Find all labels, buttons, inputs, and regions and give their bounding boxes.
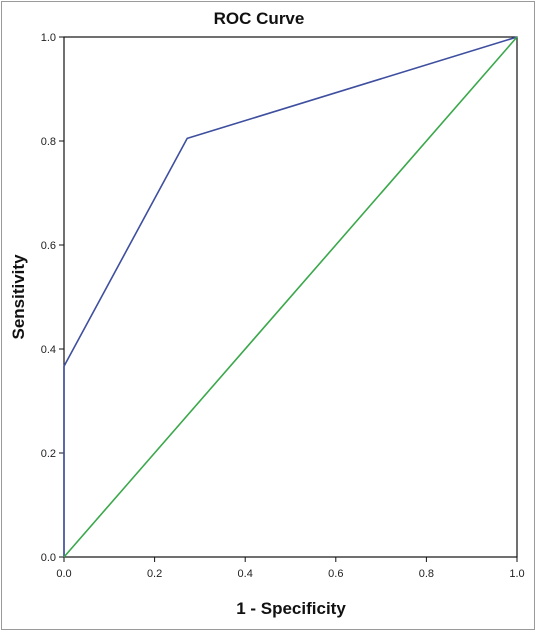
y-tick-label: 0.6 xyxy=(41,240,56,252)
x-tick-label: 0.2 xyxy=(147,568,162,580)
series-layer xyxy=(63,36,518,558)
plot-area xyxy=(63,36,518,558)
x-tick-label: 0.6 xyxy=(328,568,343,580)
reference-diagonal-line xyxy=(63,36,518,558)
roc-curve-line xyxy=(63,36,518,557)
y-tick-label: 0.8 xyxy=(41,136,56,148)
y-tick-label: 0.4 xyxy=(41,344,56,356)
y-tick-label: 1.0 xyxy=(41,32,56,44)
y-axis-label: Sensitivity xyxy=(9,254,28,340)
x-tick-label: 0.0 xyxy=(56,568,71,580)
x-tick-label: 0.4 xyxy=(238,568,253,580)
y-axis: 0.0 0.2 0.4 0.6 0.8 1.0 xyxy=(41,32,64,564)
x-tick-label: 0.8 xyxy=(419,568,434,580)
x-axis: 0.0 0.2 0.4 0.6 0.8 1.0 xyxy=(56,557,525,580)
y-tick-label: 0.2 xyxy=(41,448,56,460)
chart-title: ROC Curve xyxy=(214,9,305,28)
x-axis-label: 1 - Specificity xyxy=(236,599,346,618)
y-tick-label: 0.0 xyxy=(41,552,56,564)
x-tick-label: 1.0 xyxy=(509,568,524,580)
